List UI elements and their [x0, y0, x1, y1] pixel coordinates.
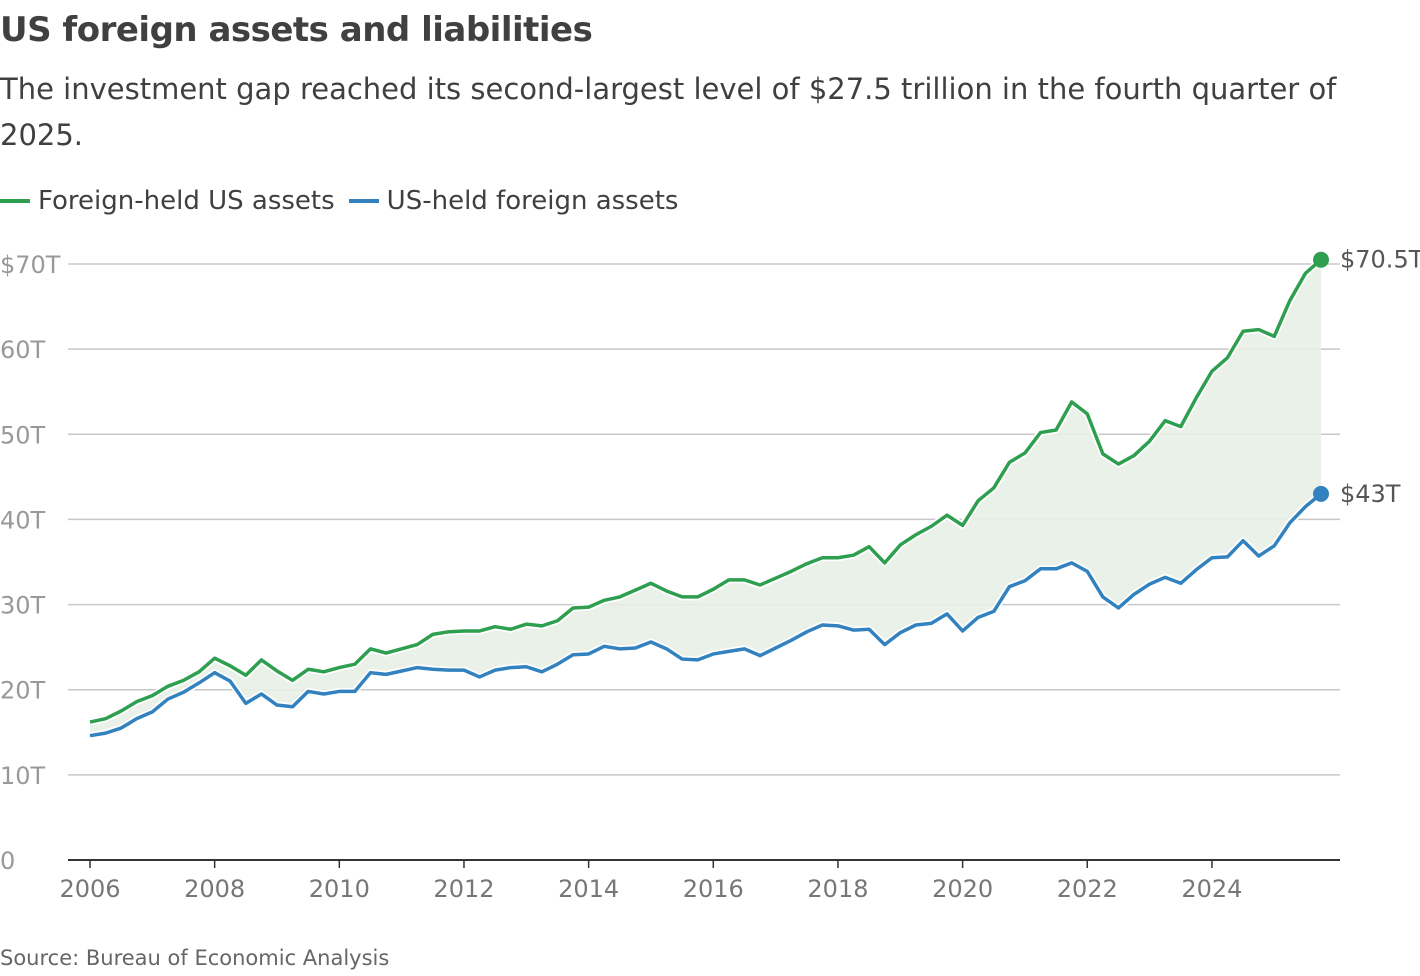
y-tick-label: 50T [0, 421, 46, 449]
legend: Foreign-held US assets US-held foreign a… [0, 186, 678, 216]
end-point-marker [1313, 251, 1329, 268]
end-point-marker [1313, 485, 1329, 502]
legend-item-us-held: US-held foreign assets [348, 186, 679, 216]
x-tick-label: 2010 [309, 875, 370, 903]
series-line-foreign-held [89, 258, 1323, 724]
x-tick-label: 2006 [59, 875, 120, 903]
y-tick-label: $70T [0, 251, 61, 279]
x-tick-label: 2014 [558, 875, 619, 903]
y-tick-label: 30T [0, 592, 46, 620]
series-line-us-held [89, 492, 1323, 738]
chart-title: US foreign assets and liabilities [0, 10, 593, 50]
x-tick-label: 2020 [932, 875, 993, 903]
legend-label: US-held foreign assets [386, 186, 679, 216]
x-tick-label: 2022 [1057, 875, 1118, 903]
x-tick-label: 2024 [1181, 875, 1242, 903]
legend-label: Foreign-held US assets [38, 186, 335, 216]
chart-subtitle: The investment gap reached its second-la… [0, 72, 1337, 152]
source-note: Source: Bureau of Economic Analysis [0, 946, 390, 970]
y-tick-label: 60T [0, 336, 46, 364]
legend-item-foreign-held: Foreign-held US assets [0, 186, 335, 216]
y-tick-label: 40T [0, 506, 46, 534]
y-tick-label: 0 [0, 847, 15, 875]
end-value-label: $43T [1340, 480, 1401, 508]
x-tick-label: 2016 [683, 875, 744, 903]
gap-area [90, 259, 1321, 736]
y-tick-label: 20T [0, 677, 46, 705]
y-tick-label: 10T [0, 762, 46, 790]
legend-swatch-blue [348, 199, 379, 203]
end-value-label: $70.5T [1340, 246, 1420, 274]
x-tick-label: 2018 [807, 875, 868, 903]
legend-swatch-green [0, 199, 30, 203]
x-tick-label: 2008 [184, 875, 245, 903]
x-tick-label: 2012 [433, 875, 494, 903]
